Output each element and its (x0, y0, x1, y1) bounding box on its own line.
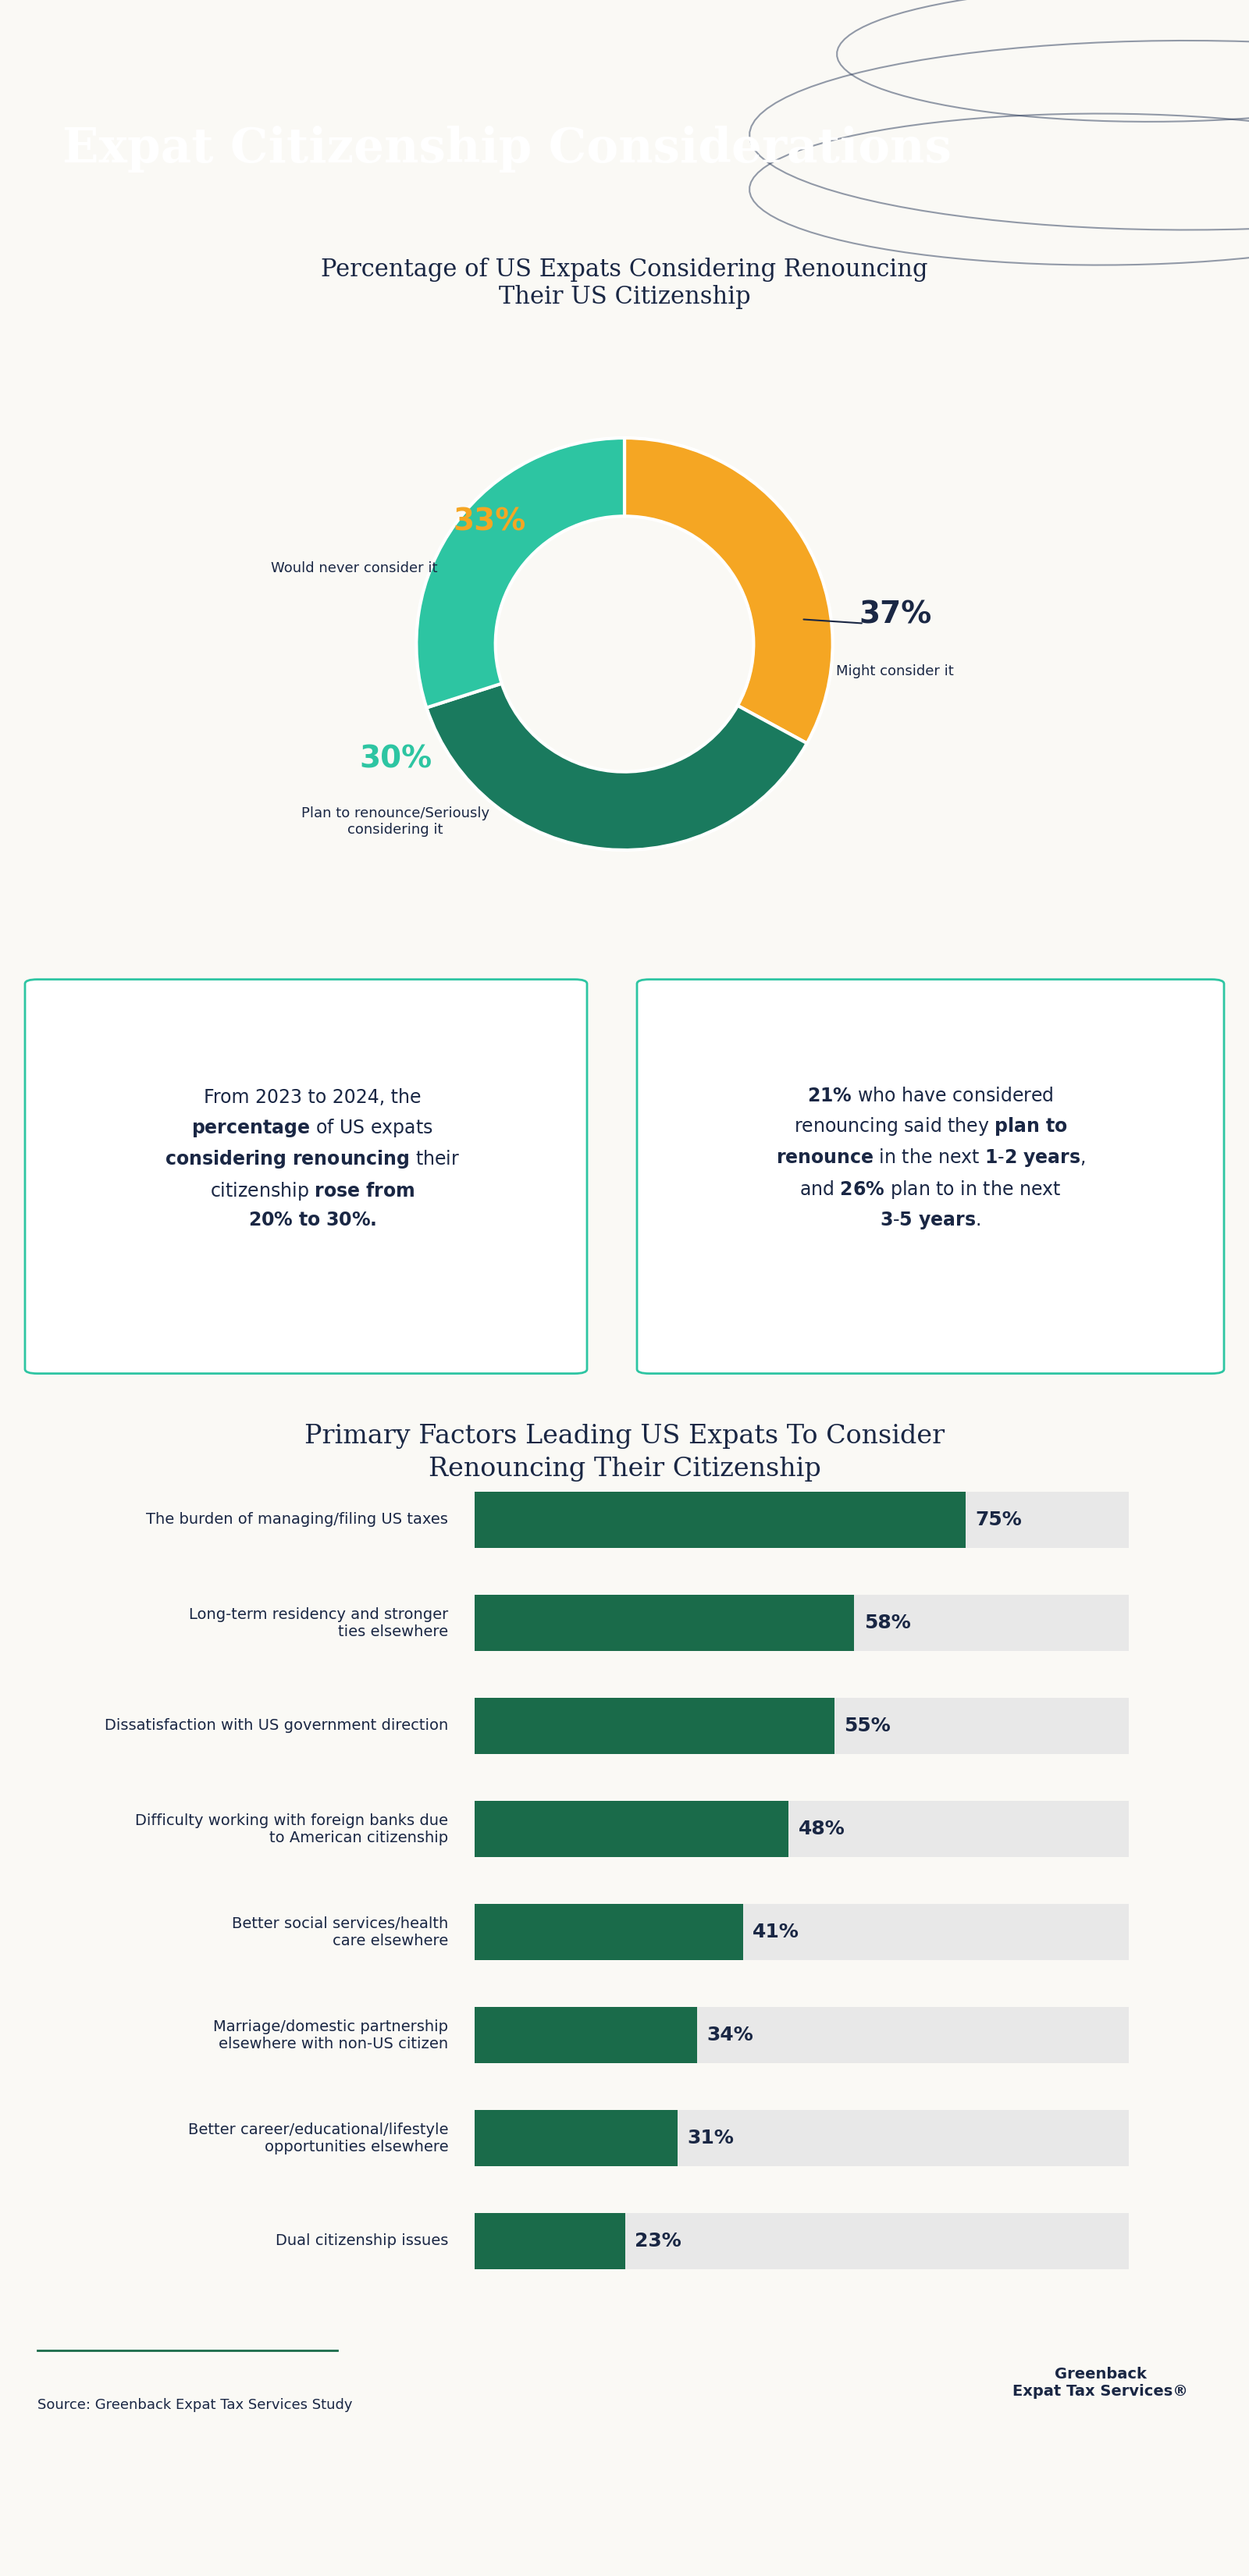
Text: 48%: 48% (798, 1819, 846, 1839)
Text: 75%: 75% (975, 1510, 1022, 1530)
Text: Percentage of US Expats Considering Renouncing
Their US Citizenship: Percentage of US Expats Considering Reno… (321, 258, 928, 309)
Text: Better career/educational/lifestyle
opportunities elsewhere: Better career/educational/lifestyle oppo… (187, 2123, 448, 2154)
Bar (475, 1904, 1129, 1960)
Bar (475, 1698, 834, 1754)
Text: 37%: 37% (859, 600, 932, 629)
Bar (475, 1492, 965, 1548)
Bar (475, 1492, 1129, 1548)
Text: 55%: 55% (844, 1716, 891, 1736)
Text: Primary Factors Leading US Expats To Consider
Renouncing Their Citizenship: Primary Factors Leading US Expats To Con… (305, 1425, 944, 1481)
Bar (475, 1801, 788, 1857)
Text: Marriage/domestic partnership
elsewhere with non-US citizen: Marriage/domestic partnership elsewhere … (214, 2020, 448, 2050)
Text: The burden of managing/filing US taxes: The burden of managing/filing US taxes (146, 1512, 448, 1528)
Text: 41%: 41% (753, 1922, 799, 1942)
Bar (475, 2213, 1129, 2269)
Text: Better social services/health
care elsewhere: Better social services/health care elsew… (232, 1917, 448, 1947)
Text: 30%: 30% (360, 744, 432, 773)
Text: 34%: 34% (707, 2025, 753, 2045)
Bar (475, 1801, 1129, 1857)
Text: 58%: 58% (864, 1613, 911, 1633)
Text: Difficulty working with foreign banks due
to American citizenship: Difficulty working with foreign banks du… (135, 1814, 448, 1844)
Text: $\mathbf{21\%}$ who have considered
renouncing said they $\mathbf{plan\ to}$
$\m: $\mathbf{21\%}$ who have considered reno… (776, 1087, 1085, 1231)
FancyBboxPatch shape (25, 979, 587, 1373)
Wedge shape (624, 438, 833, 744)
Text: Dissatisfaction with US government direction: Dissatisfaction with US government direc… (105, 1718, 448, 1734)
Text: Dual citizenship issues: Dual citizenship issues (276, 2233, 448, 2249)
Text: Source: Greenback Expat Tax Services Study: Source: Greenback Expat Tax Services Stu… (37, 2398, 352, 2411)
Text: 23%: 23% (634, 2231, 682, 2251)
Bar (475, 1904, 743, 1960)
Bar (475, 2110, 1129, 2166)
Text: Would never consider it: Would never consider it (271, 562, 437, 574)
Text: Might consider it: Might consider it (837, 665, 954, 677)
Wedge shape (426, 683, 807, 850)
Text: Plan to renounce/Seriously
considering it: Plan to renounce/Seriously considering i… (301, 806, 490, 837)
Bar (475, 2213, 624, 2269)
Bar (475, 2007, 1129, 2063)
FancyBboxPatch shape (637, 979, 1224, 1373)
Bar (475, 1698, 1129, 1754)
Wedge shape (416, 438, 624, 708)
Bar (475, 2110, 677, 2166)
Bar (475, 1595, 1129, 1651)
Text: 31%: 31% (687, 2128, 734, 2148)
Text: From 2023 to 2024, the
$\mathbf{percentage}$ of US expats
$\mathbf{considering\ : From 2023 to 2024, the $\mathbf{percenta… (165, 1087, 460, 1229)
Text: Greenback
Expat Tax Services®: Greenback Expat Tax Services® (1013, 2367, 1188, 2398)
Text: Long-term residency and stronger
ties elsewhere: Long-term residency and stronger ties el… (189, 1607, 448, 1638)
Bar (475, 2007, 697, 2063)
Bar (475, 1595, 854, 1651)
Text: Expat Citizenship Considerations: Expat Citizenship Considerations (62, 126, 952, 173)
Text: 33%: 33% (453, 507, 526, 536)
